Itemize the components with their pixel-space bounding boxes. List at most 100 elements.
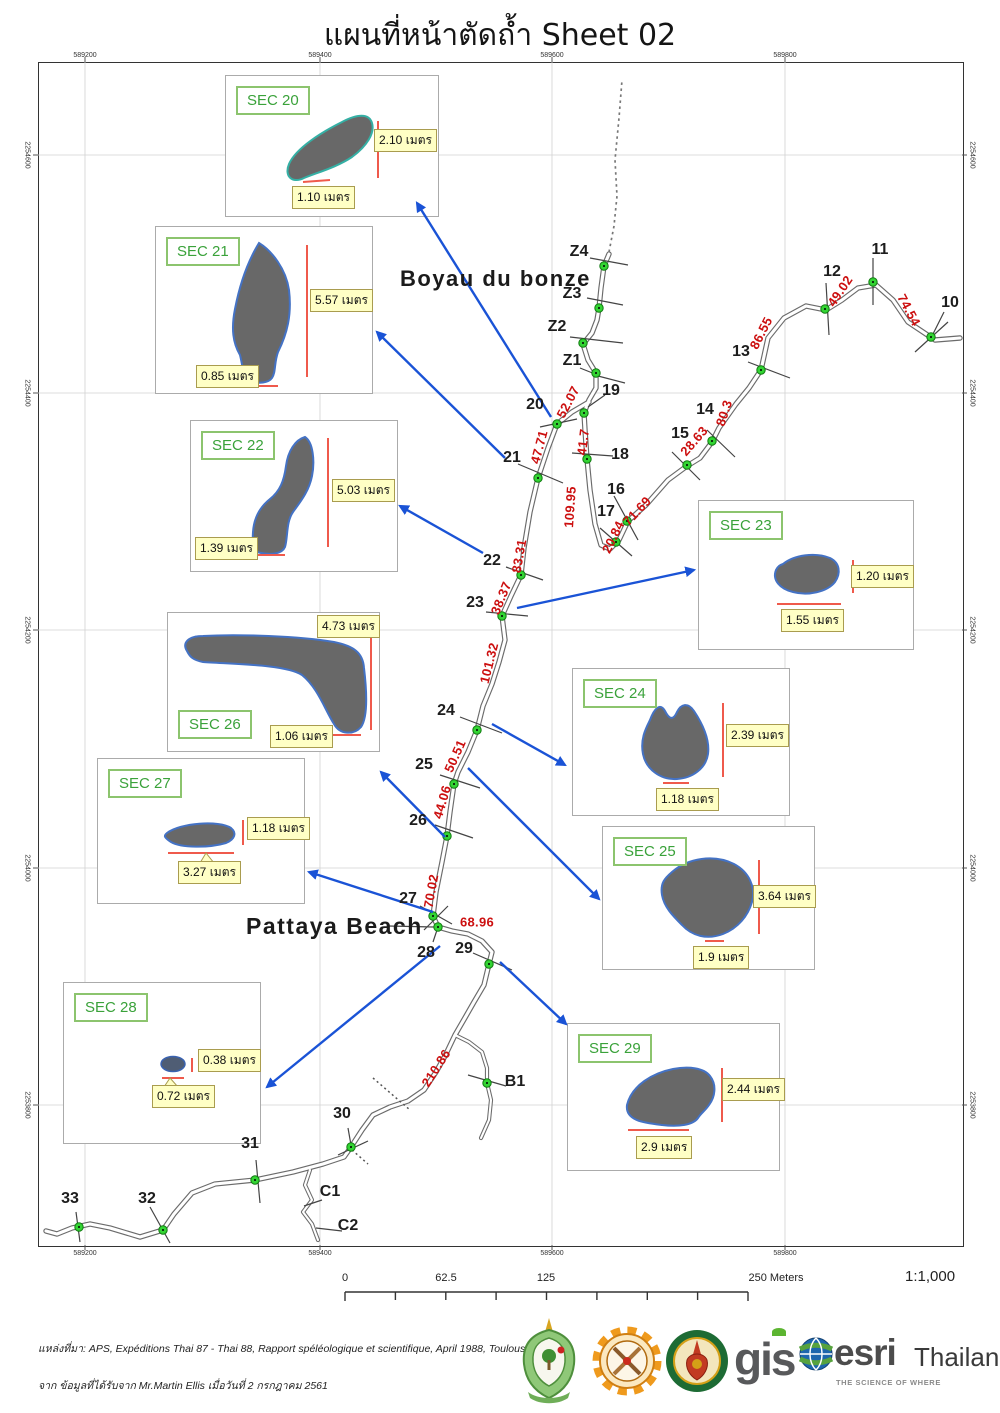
leader-sec25 xyxy=(467,767,601,901)
section-inset-sec24: SEC 24 2.39 เมตร 1.18 เมตร xyxy=(572,668,790,816)
dotted-slope-line xyxy=(351,1077,411,1165)
leader-sec28 xyxy=(265,945,441,1089)
station-dot-center xyxy=(488,963,490,965)
leader-sec24 xyxy=(491,722,567,767)
station-dot-center xyxy=(501,615,503,617)
leader-sec26 xyxy=(379,770,446,838)
width-dimension-label: 0.85 เมตร xyxy=(196,365,259,388)
page-title: แผนที่หน้าตัดถ้ำ Sheet 02 xyxy=(323,18,677,53)
width-dimension-label: 0.72 เมตร xyxy=(152,1085,215,1108)
station-dot-center xyxy=(520,574,522,576)
height-dimension-label: 2.44 เมตร xyxy=(722,1078,785,1101)
section-label: SEC 26 xyxy=(178,710,252,739)
section-label: SEC 29 xyxy=(578,1034,652,1063)
height-dimension-label: 1.20 เมตร xyxy=(851,565,914,588)
logo-strip: gis esri Thailand THE SCIENCE OF WHERE xyxy=(516,1318,1000,1408)
station-dot-center xyxy=(760,369,762,371)
station-dot-center xyxy=(446,835,448,837)
mineral-resources-gear-logo xyxy=(592,1326,662,1396)
scalebar-tick-label: 0 xyxy=(341,1272,349,1284)
source-credit-line1: แหล่งที่มา: APS, Expéditions Thai 87 - T… xyxy=(38,1343,570,1355)
width-dimension-label: 1.55 เมตร xyxy=(781,609,844,632)
section-inset-sec20: SEC 20 2.10 เมตร 1.10 เมตร xyxy=(225,75,439,217)
station-dot-center xyxy=(872,281,874,283)
scalebar-tick-label: 125 xyxy=(536,1272,556,1284)
grid-edge-ticks xyxy=(33,57,967,1250)
station-dot-center xyxy=(437,926,439,928)
station-dot-center xyxy=(486,1082,488,1084)
gis-logo: gis xyxy=(734,1333,796,1385)
station-dot-center xyxy=(583,412,585,414)
section-inset-sec28: SEC 28 0.38 เมตร 0.72 เมตร xyxy=(63,982,261,1144)
height-dimension-label: 1.18 เมตร xyxy=(247,817,310,840)
width-dimension-label: 2.9 เมตร xyxy=(636,1136,693,1159)
section-inset-sec27: SEC 27 1.18 เมตร 3.27 เมตร xyxy=(97,758,310,904)
scalebar-tick-label: 250 Meters xyxy=(748,1272,804,1284)
sec28-cross-section-shape xyxy=(160,1055,186,1073)
section-label: SEC 22 xyxy=(201,431,275,460)
station-dot-center xyxy=(626,520,628,522)
royal-survey-emblem-logo xyxy=(666,1330,728,1392)
sec27-cross-section-shape xyxy=(163,822,236,848)
station-dot-center xyxy=(476,729,478,731)
station-dot-center xyxy=(162,1229,164,1231)
leader-sec20 xyxy=(415,201,553,418)
esri-logo: esri xyxy=(834,1332,897,1373)
esri-thailand-label: Thailand xyxy=(914,1342,1000,1372)
section-label: SEC 23 xyxy=(709,511,783,540)
station-dot-center xyxy=(453,783,455,785)
station-dot-center xyxy=(254,1179,256,1181)
sec25-cross-section-shape xyxy=(660,857,754,938)
height-dimension-label: 5.03 เมตร xyxy=(332,479,395,502)
height-dimension-label: 2.10 เมตร xyxy=(374,129,437,152)
sec26-cross-section-shape xyxy=(184,634,368,734)
section-inset-sec29: SEC 29 2.44 เมตร 2.9 เมตร xyxy=(567,1023,785,1171)
height-dimension-label: 5.57 เมตร xyxy=(310,289,373,312)
source-credit-line2: จาก ข้อมูลที่ได้รับจาก Mr.Martin Ellis เ… xyxy=(38,1380,328,1392)
section-inset-sec23: SEC 23 1.20 เมตร 1.55 เมตร xyxy=(698,500,914,650)
sec22-cross-section-shape xyxy=(251,435,315,555)
height-dimension-label: 4.73 เมตร xyxy=(317,615,380,638)
height-dimension-label: 3.64 เมตร xyxy=(753,885,816,908)
section-inset-sec22: SEC 22 5.03 เมตร 1.39 เมตร xyxy=(190,420,398,572)
width-dimension-label: 1.9 เมตร xyxy=(693,946,750,969)
station-dot-center xyxy=(582,342,584,344)
leader-sec23 xyxy=(516,566,697,610)
height-dimension-label: 0.38 เมตร xyxy=(198,1049,261,1072)
leader-sec21 xyxy=(375,330,506,459)
station-dot-center xyxy=(537,477,539,479)
width-dimension-label: 1.18 เมตร xyxy=(656,788,719,811)
width-dimension-line xyxy=(302,179,331,183)
section-label: SEC 20 xyxy=(236,86,310,115)
sec23-cross-section-shape xyxy=(774,553,840,595)
station-dot-center xyxy=(930,336,932,338)
station-dot-center xyxy=(78,1226,80,1228)
esri-globe-icon xyxy=(798,1337,834,1371)
esri-tagline: THE SCIENCE OF WHERE xyxy=(836,1378,941,1387)
leader-sec29 xyxy=(499,961,568,1026)
section-label: SEC 28 xyxy=(74,993,148,1022)
leader-sec22 xyxy=(398,504,484,555)
width-dimension-label: 3.27 เมตร xyxy=(178,861,241,884)
width-dimension-label: 1.10 เมตร xyxy=(292,186,355,209)
section-label: SEC 24 xyxy=(583,679,657,708)
gis-leaf-accent-icon xyxy=(772,1328,786,1336)
section-label: SEC 21 xyxy=(166,237,240,266)
scalebar-tick-label: 62.5 xyxy=(435,1272,457,1284)
width-dimension-label: 1.39 เมตร xyxy=(195,537,258,560)
station-dot-center xyxy=(350,1146,352,1148)
station-dot-center xyxy=(824,308,826,310)
station-dot-center xyxy=(615,541,617,543)
station-dot-center xyxy=(686,464,688,466)
scale-ratio: 1:1,000 xyxy=(905,1268,956,1285)
sec24-cross-section-shape xyxy=(641,704,710,781)
leader-sec27 xyxy=(306,869,434,914)
thai-crest-logo xyxy=(522,1318,576,1404)
station-dot-center xyxy=(603,265,605,267)
station-dot-center xyxy=(598,307,600,309)
station-dot-center xyxy=(556,423,558,425)
station-dots xyxy=(74,261,936,1235)
